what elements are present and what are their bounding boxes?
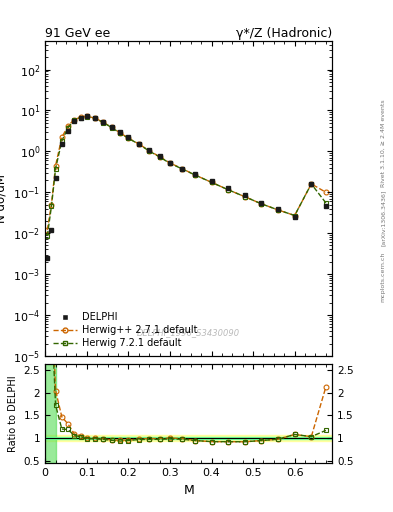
Y-axis label: N dσ/dM: N dσ/dM xyxy=(0,174,7,223)
Text: mcplots.cern.ch: mcplots.cern.ch xyxy=(381,251,386,302)
Bar xyxy=(45,437,332,439)
X-axis label: M: M xyxy=(183,484,194,497)
Bar xyxy=(45,435,332,441)
Legend: DELPHI, Herwig++ 2.7.1 default, Herwig 7.2.1 default: DELPHI, Herwig++ 2.7.1 default, Herwig 7… xyxy=(50,309,200,351)
Text: 91 GeV ee: 91 GeV ee xyxy=(45,27,110,40)
Bar xyxy=(45,364,55,463)
Y-axis label: Ratio to DELPHI: Ratio to DELPHI xyxy=(8,375,18,452)
Text: γ*/Z (Hadronic): γ*/Z (Hadronic) xyxy=(236,27,332,40)
Text: [arXiv:1306.3436]: [arXiv:1306.3436] xyxy=(381,189,386,246)
Text: Rivet 3.1.10, ≥ 2.4M events: Rivet 3.1.10, ≥ 2.4M events xyxy=(381,99,386,187)
Text: DELPHI_1996_S3430090: DELPHI_1996_S3430090 xyxy=(137,328,240,337)
